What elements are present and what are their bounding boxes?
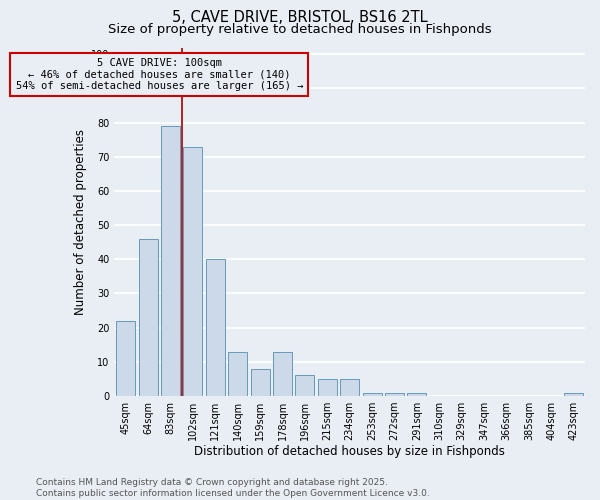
X-axis label: Distribution of detached houses by size in Fishponds: Distribution of detached houses by size … bbox=[194, 444, 505, 458]
Text: 5 CAVE DRIVE: 100sqm
← 46% of detached houses are smaller (140)
54% of semi-deta: 5 CAVE DRIVE: 100sqm ← 46% of detached h… bbox=[16, 58, 303, 91]
Bar bbox=[318, 379, 337, 396]
Text: Contains HM Land Registry data © Crown copyright and database right 2025.
Contai: Contains HM Land Registry data © Crown c… bbox=[36, 478, 430, 498]
Bar bbox=[206, 260, 225, 396]
Bar bbox=[564, 392, 583, 396]
Y-axis label: Number of detached properties: Number of detached properties bbox=[74, 128, 87, 314]
Bar bbox=[116, 321, 135, 396]
Bar bbox=[385, 392, 404, 396]
Bar bbox=[161, 126, 180, 396]
Bar bbox=[407, 392, 427, 396]
Bar bbox=[139, 239, 158, 396]
Bar bbox=[251, 368, 269, 396]
Bar bbox=[228, 352, 247, 396]
Bar bbox=[362, 392, 382, 396]
Bar bbox=[340, 379, 359, 396]
Text: Size of property relative to detached houses in Fishponds: Size of property relative to detached ho… bbox=[108, 22, 492, 36]
Bar bbox=[184, 146, 202, 396]
Bar bbox=[295, 376, 314, 396]
Bar bbox=[273, 352, 292, 396]
Text: 5, CAVE DRIVE, BRISTOL, BS16 2TL: 5, CAVE DRIVE, BRISTOL, BS16 2TL bbox=[172, 10, 428, 25]
